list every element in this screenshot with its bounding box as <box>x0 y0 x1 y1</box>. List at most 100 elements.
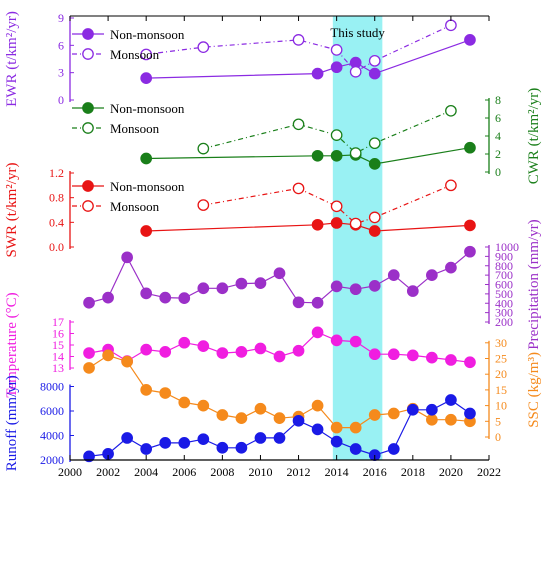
data-point-ssc <box>368 409 381 421</box>
data-point-swr <box>445 179 457 192</box>
tick-label-precip: 300 <box>495 306 513 320</box>
data-point-ewr <box>292 34 305 46</box>
panel-ewr: 0 3 6 9 EWR (t/km²/yr) Non-monsoon Monsoon <box>4 11 476 107</box>
tick-label-swr: 0.4 <box>49 215 64 229</box>
study-period-shade <box>332 16 383 460</box>
data-point-runoff <box>235 441 248 454</box>
data-point-temp <box>426 351 438 364</box>
tick-label-runoff: 8000 <box>40 380 64 394</box>
data-point-ssc <box>102 349 114 362</box>
tick-label-swr: 0.0 <box>49 240 64 254</box>
data-point-runoff <box>349 443 362 455</box>
data-point-ewr <box>445 19 457 32</box>
data-point-runoff <box>140 443 153 455</box>
x-tick-label: 2000 <box>58 465 82 479</box>
tick-label-cwr: 8 <box>495 93 501 107</box>
data-point-precip <box>426 269 438 281</box>
data-point-ssc <box>235 412 248 425</box>
data-point-precip <box>273 267 286 280</box>
data-point-precip <box>292 296 305 309</box>
data-point-swr <box>464 219 476 232</box>
data-point-ewr <box>140 72 153 84</box>
data-point-ssc <box>311 399 324 412</box>
data-point-temp <box>292 344 305 357</box>
data-point-cwr <box>368 137 381 150</box>
tick-label-precip: 200 <box>495 315 513 329</box>
data-point-precip <box>387 269 400 281</box>
x-tick-label: 2022 <box>477 465 501 479</box>
data-point-ssc <box>83 362 95 374</box>
data-point-precip <box>102 291 114 304</box>
data-point-temp <box>387 348 400 361</box>
series-line-ewr-0 <box>146 39 471 79</box>
data-point-ewr <box>311 67 324 80</box>
legend-label-ewr: Non-monsoon <box>110 27 185 42</box>
tick-label-ssc: 5 <box>495 414 501 428</box>
data-point-temp <box>406 349 419 362</box>
data-point-temp <box>273 350 286 363</box>
data-point-runoff <box>121 432 133 444</box>
data-point-cwr <box>311 149 324 162</box>
data-point-precip <box>235 277 248 290</box>
tick-label-runoff: 6000 <box>40 404 64 418</box>
series-line-swr-1 <box>203 184 452 225</box>
tick-label-precip: 800 <box>495 259 513 273</box>
data-point-swr <box>330 217 343 229</box>
data-point-temp <box>464 356 476 369</box>
data-point-temp <box>197 340 210 352</box>
data-point-precip <box>121 251 133 264</box>
data-point-temp <box>140 343 153 356</box>
data-point-precip <box>83 296 95 309</box>
data-point-runoff <box>311 423 324 436</box>
study-annotation: This study <box>330 25 385 40</box>
data-point-runoff <box>197 433 210 446</box>
data-point-runoff <box>445 394 457 406</box>
panel-swr: 0.0 0.4 0.8 1.2 SWR (t/km²/yr) Non-monsoon Mon… <box>4 163 476 257</box>
tick-label-runoff: 2000 <box>40 453 64 467</box>
data-point-swr <box>349 217 362 230</box>
x-tick-label: 2012 <box>287 465 311 479</box>
data-point-runoff <box>254 432 267 444</box>
tick-label-ssc: 0 <box>495 430 501 444</box>
x-axis: 2000 2002 2004 2006 2008 2010 2012 2014 2016 2018… <box>58 16 501 479</box>
tick-label-cwr: 6 <box>495 111 501 125</box>
tick-label-ssc: 25 <box>495 352 507 366</box>
panels: 0 3 6 9 EWR (t/km²/yr) Non-monsoon Monsoon 0 2 4 6… <box>4 11 542 471</box>
tick-label-ewr: 9 <box>58 11 64 25</box>
data-point-precip <box>197 282 210 295</box>
data-point-temp <box>445 354 457 366</box>
data-point-swr <box>140 225 153 237</box>
data-point-precip <box>216 282 229 295</box>
data-point-precip <box>349 283 362 296</box>
data-point-temp <box>235 346 248 358</box>
data-point-precip <box>178 292 191 304</box>
data-point-swr <box>368 211 381 224</box>
data-point-ssc <box>216 409 229 421</box>
x-tick-label: 2008 <box>210 465 234 479</box>
data-point-ssc <box>159 387 172 399</box>
tick-label-ssc: 10 <box>495 399 507 413</box>
tick-label-swr: 1.2 <box>49 166 64 180</box>
data-point-temp <box>254 342 267 355</box>
legend-marker-cwr <box>82 122 94 134</box>
tick-label-runoff: 4000 <box>40 429 64 443</box>
data-point-temp <box>330 334 343 347</box>
data-point-runoff <box>464 407 476 420</box>
tick-label-precip: 500 <box>495 287 513 301</box>
tick-label-temp: 15 <box>52 338 64 352</box>
data-point-ssc <box>273 412 286 425</box>
data-point-ssc <box>445 413 457 426</box>
data-point-cwr <box>368 158 381 170</box>
legend-marker-swr <box>82 180 94 192</box>
data-point-precip <box>140 287 153 300</box>
data-point-ssc <box>330 421 343 434</box>
data-point-ssc <box>178 396 191 409</box>
data-point-ssc <box>387 407 400 420</box>
x-tick-label: 2004 <box>134 465 158 479</box>
data-point-ewr <box>197 41 210 54</box>
data-point-runoff <box>387 443 400 455</box>
legend-marker-ewr <box>82 28 94 40</box>
data-point-cwr <box>197 142 210 155</box>
data-point-ewr <box>349 65 362 78</box>
